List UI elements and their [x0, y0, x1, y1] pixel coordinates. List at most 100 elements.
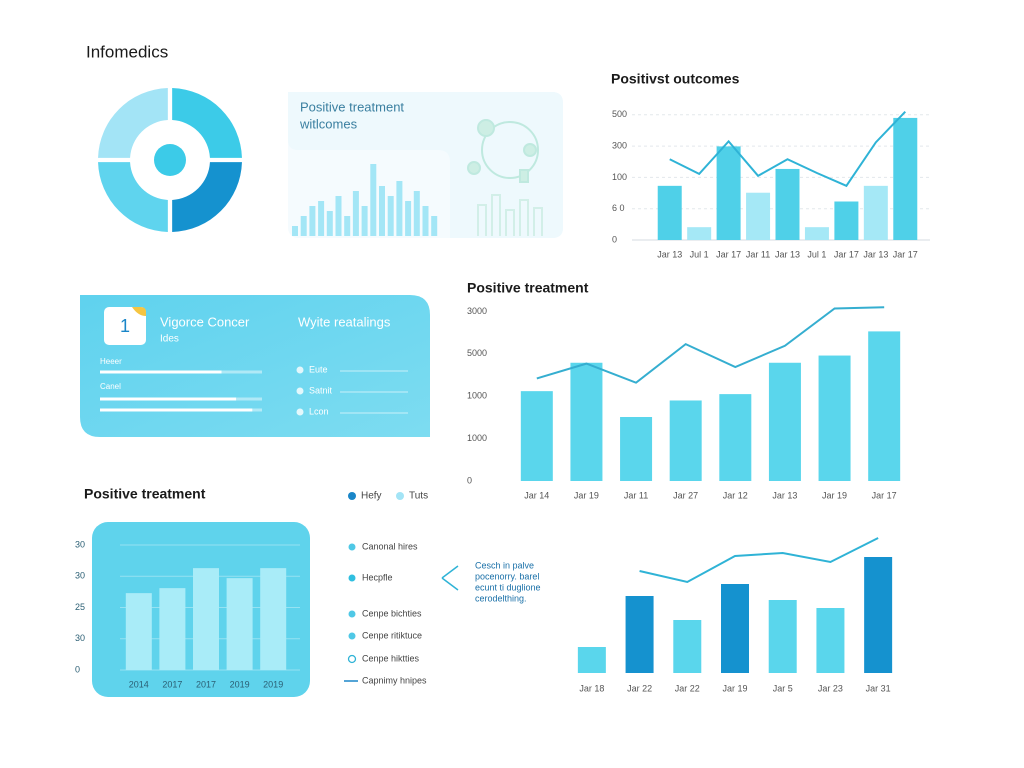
y-tick-label: 3000	[467, 306, 487, 316]
line	[639, 537, 879, 584]
stat-right-title: Wyite reatalings	[298, 314, 391, 329]
y-tick-label: 25	[75, 602, 85, 612]
x-tick-label: Jar 12	[723, 490, 748, 500]
bar	[620, 417, 653, 481]
bar	[818, 355, 851, 481]
y-tick-label: 30	[75, 571, 85, 581]
mini-bar	[387, 196, 394, 236]
y-tick-label: 30	[75, 539, 85, 549]
y-tick-label: 0	[612, 234, 617, 244]
legend-marker	[348, 632, 356, 640]
hero-decoration	[467, 119, 543, 236]
x-tick-label: Jar 19	[822, 490, 847, 500]
bar	[816, 608, 845, 673]
x-tick-label: Jar 13	[657, 249, 682, 259]
x-tick-label: Jar 13	[775, 249, 800, 259]
donut-segment	[98, 162, 168, 232]
legend-marker	[348, 610, 356, 618]
bar	[193, 568, 219, 670]
hero-title: witlcomes	[299, 116, 358, 131]
x-tick-label: Jar 14	[524, 490, 549, 500]
mini-bar	[379, 186, 385, 236]
mini-bar	[326, 211, 333, 236]
y-tick-label: 0	[75, 664, 80, 674]
x-tick-label: 2017	[196, 679, 216, 689]
bar	[687, 227, 712, 240]
bar	[226, 578, 253, 670]
callout-text: ecunt ti duglione	[475, 582, 541, 592]
mini-bar	[292, 226, 298, 236]
bar	[868, 331, 901, 481]
x-tick-label: Jar 17	[893, 249, 918, 259]
callout-arrow	[441, 565, 459, 591]
bar	[775, 168, 800, 240]
y-tick-label: 5000	[467, 348, 487, 358]
app-title: Infomedics	[86, 42, 168, 61]
y-tick-label: 6 0	[612, 203, 625, 213]
mini-bar	[335, 196, 342, 236]
bar	[834, 201, 859, 240]
legend-marker	[347, 654, 357, 664]
bar	[260, 568, 287, 670]
mini-bar	[370, 164, 377, 236]
bar	[721, 584, 749, 673]
bar	[520, 391, 553, 481]
bar	[864, 557, 893, 673]
mini-bar	[309, 206, 316, 236]
bar	[625, 596, 654, 673]
mini-bar	[318, 201, 325, 236]
donut-segment	[172, 162, 242, 232]
x-tick-label: Jar 17	[872, 490, 897, 500]
bar	[863, 185, 888, 240]
bar	[893, 117, 918, 240]
y-tick-label: 0	[467, 475, 472, 485]
stat-title: Vigorce Concer	[160, 314, 250, 329]
mini-bar	[300, 216, 307, 236]
bar	[804, 227, 829, 240]
line	[669, 110, 906, 188]
callout-text: cerodelthing.	[475, 593, 527, 603]
bar	[657, 185, 682, 240]
mini-bar	[413, 191, 420, 236]
mini-bar	[431, 216, 438, 236]
legend-item: Cenpe bichties	[362, 608, 422, 618]
stat-subtitle: Ides	[160, 334, 179, 345]
x-tick-label: Jar 22	[675, 683, 700, 693]
badge-corner	[132, 307, 146, 316]
x-tick-label: Jar 19	[722, 683, 747, 693]
item-dot	[296, 366, 304, 374]
bar	[768, 600, 797, 673]
mini-bar	[405, 201, 412, 236]
hero-title: Positive treatment	[300, 99, 404, 114]
y-tick-label: 100	[612, 172, 627, 182]
item-label: Eute	[309, 364, 328, 374]
chart-title: Positive treatment	[84, 486, 206, 502]
legend-item: Canonal hires	[362, 541, 418, 551]
stat-label: Canel	[100, 382, 121, 391]
stat-card	[80, 295, 430, 437]
x-tick-label: Jar 5	[773, 683, 793, 693]
legend-item: Cenpe hiktties	[362, 653, 420, 663]
bar	[669, 400, 702, 481]
x-tick-label: Jar 27	[673, 490, 698, 500]
bar	[716, 146, 741, 240]
bar	[719, 394, 752, 481]
bar	[768, 362, 801, 481]
mini-bar	[422, 206, 429, 236]
bar	[746, 192, 771, 240]
x-tick-label: Jar 18	[579, 683, 604, 693]
bar	[577, 647, 606, 673]
x-tick-label: Jar 23	[818, 683, 843, 693]
x-tick-label: Jul 1	[690, 249, 709, 259]
y-tick-label: 1000	[467, 433, 487, 443]
x-tick-label: Jar 22	[627, 683, 652, 693]
chart-title: Positive treatment	[467, 280, 589, 296]
legend-label: Tuts	[409, 491, 428, 502]
x-tick-label: Jar 17	[834, 249, 859, 259]
item-dot	[296, 387, 304, 395]
bar	[673, 620, 702, 673]
y-tick-label: 300	[612, 140, 627, 150]
y-tick-label: 500	[612, 109, 627, 119]
x-tick-label: 2017	[162, 679, 182, 689]
